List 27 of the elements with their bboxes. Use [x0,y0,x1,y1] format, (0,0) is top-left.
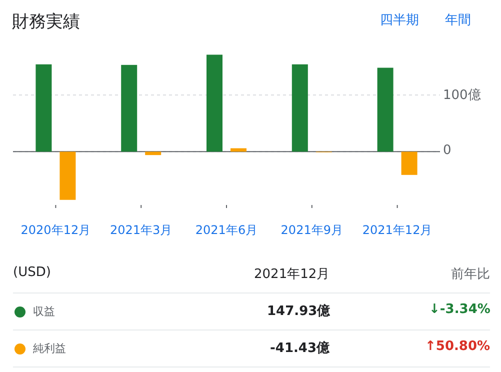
bar [206,54,222,152]
bar [292,64,308,152]
x-tick-label: 2021年9月 [280,222,344,239]
text: ↓-3.34% [429,302,490,317]
bar [36,64,52,152]
bar [121,64,138,152]
text: 四半期 [380,12,419,29]
bar [377,68,394,152]
bar [60,152,76,200]
text: 2021年12月 [254,266,330,283]
text: (USD) [13,265,51,280]
text: -41.43億 [270,340,330,357]
legend-label: 収益 [33,304,55,319]
x-tick-label: 2021年6月 [194,222,259,239]
text: ↑50.80% [425,339,490,354]
text: 前年比 [451,266,490,283]
y-tick-label: 0 [443,142,452,158]
bar [401,152,418,175]
text: 年間 [445,12,471,29]
x-tick-label: 2021年3月 [109,222,174,239]
legend-label: 純利益 [33,341,66,356]
chart-title: 財務実績 [12,11,80,33]
y-tick-label: 100億 [443,86,481,104]
x-tick-label: 2021年12月 [361,222,434,239]
bar [145,152,162,156]
x-tick-label: 2020年12月 [20,222,92,239]
text: 147.93億 [267,302,330,320]
